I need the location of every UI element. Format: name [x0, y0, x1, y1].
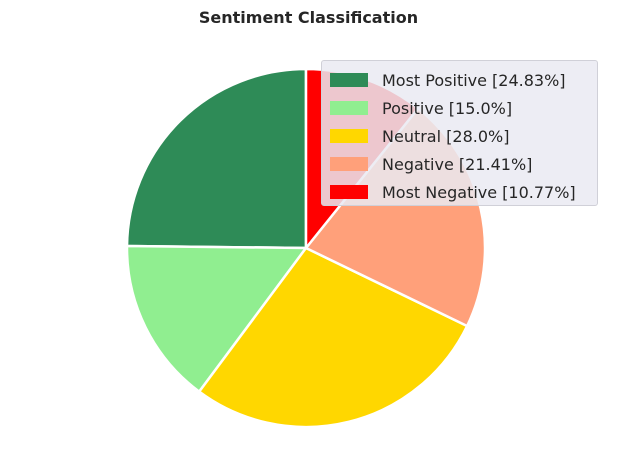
legend-swatch	[330, 157, 368, 171]
legend-swatch	[330, 129, 368, 143]
legend-label: Most Negative [10.77%]	[382, 182, 576, 202]
pie-slice-1	[125, 244, 308, 393]
chart-title: Sentiment Classification	[198, 8, 419, 27]
legend-label: Most Positive [24.83%]	[382, 70, 566, 90]
legend-item: Neutral [28.0%]	[330, 122, 597, 150]
legend-item: Negative [21.41%]	[330, 150, 597, 178]
legend-swatch	[330, 101, 368, 115]
pie-slice-0	[125, 67, 308, 250]
pie-slice-2	[197, 246, 469, 429]
legend-swatch	[330, 185, 368, 199]
legend-item: Most Positive [24.83%]	[330, 66, 597, 94]
legend-item: Most Negative [10.77%]	[330, 178, 597, 206]
legend-label: Neutral [28.0%]	[382, 126, 510, 146]
legend: Most Positive [24.83%] Positive [15.0%] Ne…	[321, 60, 598, 206]
legend-swatch	[330, 73, 368, 87]
legend-item: Positive [15.0%]	[330, 94, 597, 122]
legend-label: Negative [21.41%]	[382, 154, 533, 174]
legend-label: Positive [15.0%]	[382, 98, 513, 118]
